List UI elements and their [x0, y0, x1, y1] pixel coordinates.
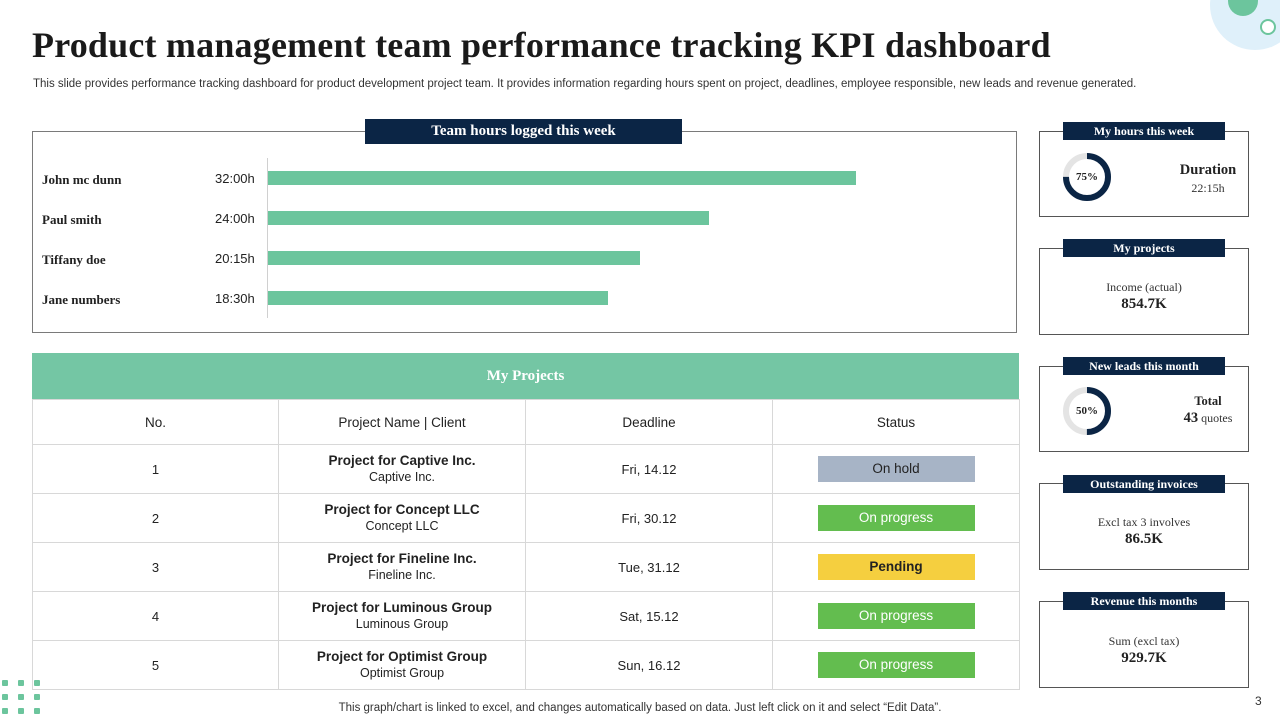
- project-name: Project for Optimist Group: [316, 649, 488, 664]
- column-header-project: Project Name | Client: [278, 399, 526, 445]
- hours-bar: [268, 171, 856, 185]
- project-name: Project for Captive Inc.: [328, 453, 476, 468]
- project-deadline: Fri, 14.12: [525, 444, 773, 494]
- project-cell: Project for Fineline Inc. Fineline Inc.: [278, 542, 526, 592]
- project-name: Project for Concept LLC: [324, 502, 480, 517]
- table-row: 4 Project for Luminous Group Luminous Grou…: [32, 591, 1020, 641]
- project-number: 3: [32, 542, 279, 592]
- project-status-cell: On progress: [772, 591, 1020, 641]
- hours-row-name: Paul smith: [42, 212, 102, 227]
- hours-row-value: 18:30h: [215, 291, 255, 306]
- invoices-label: Excl tax 3 involves: [1097, 515, 1191, 529]
- table-row: 1 Project for Captive Inc. Captive Inc. Fri…: [32, 444, 1020, 494]
- project-status-cell: Pending: [772, 542, 1020, 592]
- project-status-cell: On progress: [772, 493, 1020, 543]
- project-deadline: Sun, 16.12: [525, 640, 773, 690]
- hours-row-name: Jane numbers: [42, 292, 121, 307]
- hours-bar: [268, 251, 640, 265]
- hours-bar: [268, 291, 608, 305]
- table-row: 2 Project for Concept LLC Concept LLC Fri, …: [32, 493, 1020, 543]
- project-cell: Project for Concept LLC Concept LLC: [278, 493, 526, 543]
- status-badge: On progress: [817, 505, 975, 531]
- project-number: 5: [32, 640, 279, 690]
- page-number: 3: [1255, 694, 1262, 708]
- leads-total-number: 43: [1183, 410, 1199, 426]
- status-badge: Pending: [817, 554, 975, 580]
- new-leads-gauge: 50%: [1062, 386, 1112, 436]
- duration-value: 22:15h: [1191, 181, 1225, 195]
- project-status-cell: On hold: [772, 444, 1020, 494]
- hours-row-value: 24:00h: [215, 211, 255, 226]
- outstanding-invoices-header: Outstanding invoices: [1063, 475, 1225, 493]
- projects-title: My Projects: [32, 353, 1019, 399]
- projects-table: No. Project Name | Client Deadline Statu…: [32, 399, 1020, 690]
- project-client: Optimist Group: [359, 666, 445, 680]
- footer-note: This graph/chart is linked to excel, and…: [338, 702, 942, 714]
- project-client: Fineline Inc.: [368, 568, 436, 582]
- hours-axis-line: [267, 158, 268, 318]
- status-badge: On progress: [817, 652, 975, 678]
- projects-panel: My Projects No. Project Name | Client De…: [32, 353, 1020, 690]
- income-value: 854.7K: [1121, 296, 1167, 312]
- hours-row-value: 20:15h: [215, 251, 255, 266]
- column-header-no: No.: [32, 399, 279, 445]
- duration-label: Duration: [1179, 162, 1237, 178]
- invoices-value: 86.5K: [1125, 531, 1163, 547]
- table-row: 3 Project for Fineline Inc. Fineline Inc. T…: [32, 542, 1020, 592]
- project-number: 1: [32, 444, 279, 494]
- status-badge: On hold: [817, 456, 975, 482]
- my-hours-gauge-ring: [1063, 153, 1111, 201]
- revenue-header: Revenue this months: [1063, 592, 1225, 610]
- project-number: 2: [32, 493, 279, 543]
- decorative-ring: [1260, 19, 1276, 35]
- column-header-deadline: Deadline: [525, 399, 773, 445]
- status-badge: On progress: [817, 603, 975, 629]
- project-cell: Project for Optimist Group Optimist Group: [278, 640, 526, 690]
- leads-total-label: Total: [1194, 394, 1222, 408]
- revenue-value: 929.7K: [1121, 650, 1167, 666]
- decorative-dots: [2, 680, 44, 720]
- project-cell: Project for Captive Inc. Captive Inc.: [278, 444, 526, 494]
- project-deadline: Tue, 31.12: [525, 542, 773, 592]
- my-hours-gauge-label: 75%: [1076, 171, 1098, 183]
- new-leads-header: New leads this month: [1063, 357, 1225, 375]
- new-leads-gauge-label: 50%: [1076, 405, 1098, 417]
- project-cell: Project for Luminous Group Luminous Group: [278, 591, 526, 641]
- my-hours-gauge: 75%: [1062, 152, 1112, 202]
- project-client: Concept LLC: [365, 519, 439, 533]
- my-projects-header: My projects: [1063, 239, 1225, 257]
- page-title: Product management team performance trac…: [32, 25, 1051, 65]
- project-name: Project for Luminous Group: [311, 600, 492, 615]
- hours-row-name: Tiffany doe: [42, 252, 106, 267]
- project-client: Captive Inc.: [368, 470, 435, 484]
- project-name: Project for Fineline Inc.: [327, 551, 477, 566]
- hours-row-value: 32:00h: [215, 171, 255, 186]
- project-status-cell: On progress: [772, 640, 1020, 690]
- team-hours-header: Team hours logged this week: [365, 119, 682, 144]
- my-hours-header: My hours this week: [1063, 122, 1225, 140]
- project-deadline: Fri, 30.12: [525, 493, 773, 543]
- project-number: 4: [32, 591, 279, 641]
- income-label: Income (actual): [1106, 280, 1182, 294]
- leads-total-unit: quotes: [1201, 411, 1233, 425]
- new-leads-gauge-ring: [1063, 387, 1111, 435]
- table-header-row: No. Project Name | Client Deadline Statu…: [32, 399, 1020, 445]
- table-row: 5 Project for Optimist Group Optimist Grou…: [32, 640, 1020, 690]
- hours-bar: [268, 211, 709, 225]
- column-header-status: Status: [772, 399, 1020, 445]
- decorative-circle-green: [1228, 0, 1258, 16]
- hours-row-name: John mc dunn: [42, 172, 122, 187]
- project-client: Luminous Group: [355, 617, 449, 631]
- project-deadline: Sat, 15.12: [525, 591, 773, 641]
- revenue-label: Sum (excl tax): [1108, 634, 1180, 648]
- leads-total-value: 43 quotes: [1160, 410, 1256, 427]
- page-subtitle: This slide provides performance tracking…: [33, 78, 1137, 90]
